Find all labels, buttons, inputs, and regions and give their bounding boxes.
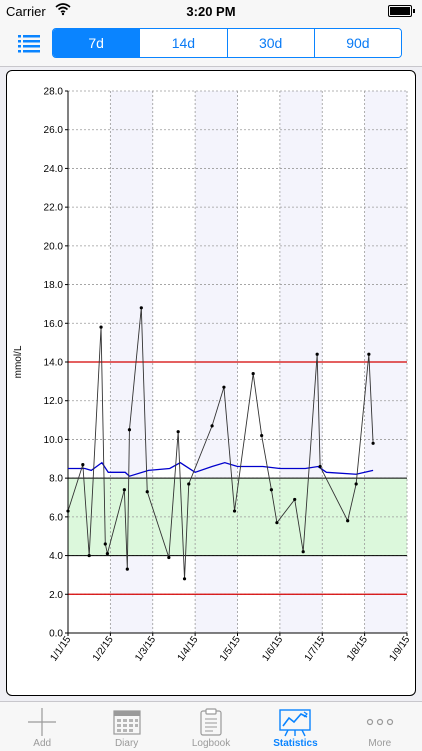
reading-point: [81, 462, 85, 467]
reading-point: [346, 519, 350, 523]
reading-point: [315, 352, 319, 356]
y-tick-label: 16.0: [44, 319, 64, 330]
tab-statistics[interactable]: Statistics: [253, 702, 337, 751]
reading-point: [105, 552, 110, 556]
x-tick-label: 1/9/15: [387, 634, 412, 663]
reading-point: [371, 441, 375, 445]
segment-30d[interactable]: 30d: [226, 29, 314, 57]
tab-logbook[interactable]: Logbook: [169, 702, 253, 751]
reading-point: [122, 488, 126, 492]
reading-point: [293, 497, 297, 502]
y-tick-label: 6.0: [49, 512, 63, 523]
reading-point: [139, 306, 143, 310]
reading-point: [367, 352, 371, 356]
y-axis-label: mmol/L: [13, 345, 24, 378]
tab-more-label: More: [368, 738, 392, 749]
reading-point: [87, 553, 91, 558]
y-tick-label: 18.0: [44, 280, 64, 291]
reading-point: [187, 482, 191, 486]
chart-icon: [278, 707, 312, 742]
y-tick-label: 2.0: [49, 590, 63, 601]
y-tick-label: 24.0: [44, 164, 64, 175]
tab-statistics-label: Statistics: [273, 738, 318, 749]
y-tick-label: 12.0: [44, 396, 64, 407]
y-tick-label: 22.0: [44, 203, 64, 214]
status-bar: Carrier 3:20 PM: [0, 0, 422, 22]
tab-logbook-label: Logbook: [191, 738, 231, 749]
clock-time: 3:20 PM: [186, 4, 236, 19]
x-tick-label: 1/2/15: [91, 634, 116, 663]
y-tick-label: 28.0: [44, 87, 64, 98]
reading-point: [176, 430, 180, 434]
battery-icon: [388, 5, 415, 17]
reading-point: [301, 550, 305, 554]
tab-diary-label: Diary: [114, 738, 139, 749]
reading-point: [66, 509, 70, 513]
reading-point: [182, 577, 187, 581]
range-segmented-control: 7d 14d 30d 90d: [52, 28, 402, 58]
wifi-icon: [55, 2, 71, 19]
reading-point: [145, 490, 149, 494]
reading-point: [232, 509, 237, 513]
tab-diary[interactable]: Diary: [84, 702, 168, 751]
reading-point: [275, 521, 279, 525]
reading-point: [127, 428, 132, 432]
list-icon[interactable]: [16, 32, 44, 54]
reading-point: [125, 567, 129, 571]
reading-point: [167, 555, 171, 560]
segment-90d[interactable]: 90d: [313, 29, 401, 57]
reading-point: [260, 433, 264, 438]
y-tick-label: 20.0: [44, 241, 64, 252]
more-icon: [365, 707, 395, 742]
chart-card: 0.0 2.0 4.0 6.0 8.0 10.0 12.0 14.0 16.0 18.0 20.0 2…: [6, 70, 416, 696]
x-tick-label: 1/4/15: [176, 634, 201, 663]
x-tick-label: 1/7/15: [303, 634, 328, 663]
reading-point: [210, 424, 214, 428]
y-tick-label: 0.0: [49, 629, 63, 640]
x-tick-label: 1/5/15: [218, 634, 243, 663]
reading-point: [269, 488, 273, 492]
reading-point: [251, 372, 255, 376]
carrier-label: Carrier: [6, 4, 46, 19]
tab-bar: Add Diary Logbook: [0, 701, 422, 751]
tab-add[interactable]: Add: [0, 702, 84, 751]
x-tick-label: 1/6/15: [260, 634, 285, 663]
tab-add-label: Add: [33, 738, 52, 749]
y-tick-label: 8.0: [49, 474, 63, 485]
plus-icon: [27, 707, 57, 742]
reading-point: [318, 464, 322, 469]
reading-point: [222, 385, 226, 389]
segment-7d[interactable]: 7d: [53, 29, 140, 57]
tab-more[interactable]: More: [338, 702, 422, 751]
y-tick-label: 10.0: [44, 435, 64, 446]
y-tick-label: 4.0: [49, 551, 63, 562]
clipboard-icon: [196, 707, 226, 742]
readings-line: [67, 307, 374, 579]
reading-point: [99, 325, 103, 329]
y-tick-label: 14.0: [44, 358, 64, 369]
segment-14d[interactable]: 14d: [139, 29, 227, 57]
toolbar: 7d 14d 30d 90d: [0, 22, 422, 67]
x-tick-label: 1/3/15: [133, 634, 158, 663]
reading-point: [103, 542, 107, 546]
calendar-icon: [112, 707, 142, 742]
glucose-chart: 0.0 2.0 4.0 6.0 8.0 10.0 12.0 14.0 16.0 18.0 20.0 2…: [13, 87, 413, 664]
x-tick-label: 1/8/15: [345, 634, 370, 663]
reading-point: [354, 482, 358, 486]
y-tick-label: 26.0: [44, 125, 64, 136]
